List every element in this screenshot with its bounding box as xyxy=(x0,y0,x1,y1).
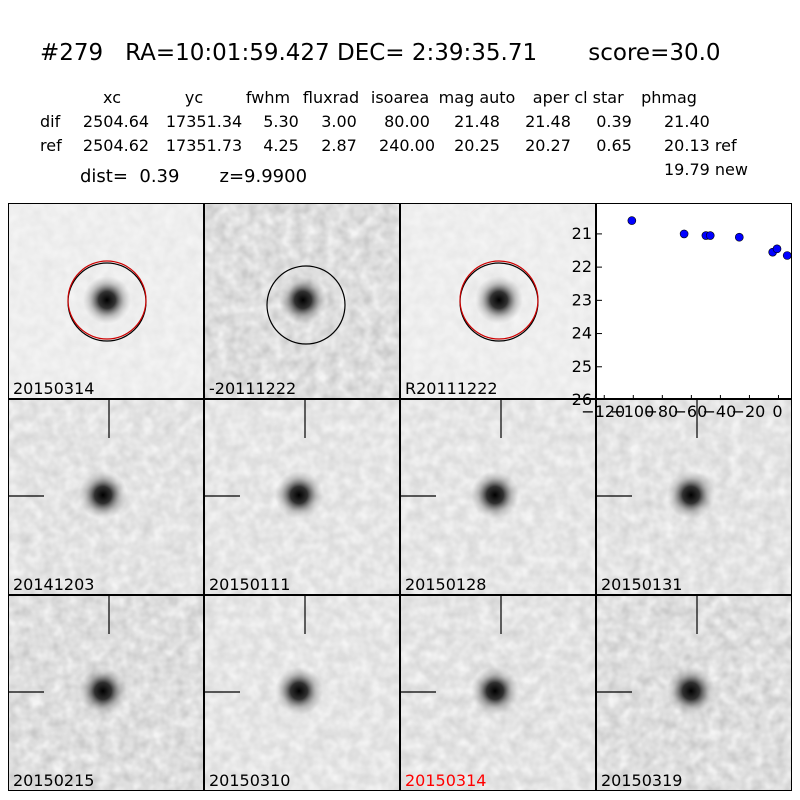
table-header: xc xyxy=(103,88,121,107)
table-cell: 2.87 xyxy=(321,136,357,155)
table-cell: 21.40 xyxy=(664,112,710,131)
star-source xyxy=(471,667,519,715)
dist-redshift-line: dist= 0.39 z=9.9900 xyxy=(80,166,308,187)
cutout-image xyxy=(205,400,399,594)
data-point xyxy=(782,251,791,260)
table-cell: 20.13 ref xyxy=(664,136,737,155)
table-cell: 80.00 xyxy=(384,112,430,131)
star-source xyxy=(79,471,127,519)
table-cell: 240.00 xyxy=(379,136,435,155)
table-cell: 0.39 xyxy=(596,112,632,131)
data-point xyxy=(772,244,782,254)
aperture-circle-red xyxy=(67,260,147,340)
star-source xyxy=(279,276,327,324)
star-source xyxy=(83,276,131,324)
cutout-image xyxy=(401,400,595,594)
cutout-image xyxy=(597,400,791,594)
data-point xyxy=(627,216,637,225)
new-mag-note: 19.79 new xyxy=(664,160,748,179)
table-header: phmag xyxy=(641,88,697,107)
table-cell: 21.48 xyxy=(454,112,500,131)
cutout-panel: 20150215 xyxy=(8,595,204,791)
star-source xyxy=(667,471,715,519)
aperture-circle xyxy=(266,265,346,345)
table-cell: 3.00 xyxy=(321,112,357,131)
cutout-image xyxy=(9,400,203,594)
star-source xyxy=(275,667,323,715)
table-cell: 2504.62 xyxy=(82,136,150,155)
table-cell: 20.25 xyxy=(454,136,500,155)
table-header: yc xyxy=(184,88,204,107)
page-title: #279 RA=10:01:59.427 DEC= 2:39:35.71 sco… xyxy=(40,40,721,66)
star-source xyxy=(475,276,523,324)
cutout-panel: 20150314 xyxy=(400,595,596,791)
table-cell: 2504.64 xyxy=(82,112,150,131)
table-cell: 17351.73 xyxy=(165,136,243,155)
star-source xyxy=(667,667,715,715)
table-header: cl star xyxy=(574,88,624,107)
cutout-image xyxy=(9,204,203,398)
date-label: 20150131 xyxy=(601,575,683,594)
cutout-image xyxy=(205,596,399,790)
date-label: 20150314 xyxy=(405,771,487,790)
table-header: mag auto xyxy=(438,88,516,107)
lightcurve-plot xyxy=(597,216,791,398)
data-point xyxy=(705,231,715,240)
star-source xyxy=(275,471,323,519)
cutout-panel: 20150128 xyxy=(400,399,596,595)
star-source xyxy=(471,471,519,519)
data-point xyxy=(734,232,744,242)
date-label: R20111222 xyxy=(405,379,498,398)
date-label: 20150128 xyxy=(405,575,487,594)
cutout-panel: R20111222 xyxy=(400,203,596,399)
cutout-panel: 20150111 xyxy=(204,399,400,595)
table-cell: 20.27 xyxy=(525,136,571,155)
table-header: aper xyxy=(532,88,570,107)
cutout-panel: 20141203 xyxy=(8,399,204,595)
table-cell: 4.25 xyxy=(263,136,299,155)
table-header: fluxrad xyxy=(302,88,360,107)
date-label: 20150319 xyxy=(601,771,683,790)
date-label: 20141203 xyxy=(13,575,95,594)
table-cell: 21.48 xyxy=(525,112,571,131)
table-cell: 0.65 xyxy=(596,136,632,155)
cutout-image xyxy=(597,596,791,790)
table-row-label: dif xyxy=(40,112,61,131)
lightcurve-chart xyxy=(596,203,792,399)
table-header: isoarea xyxy=(370,88,430,107)
date-label: 20150314 xyxy=(13,379,95,398)
table-cell: 5.30 xyxy=(263,112,299,131)
cutout-image xyxy=(205,204,399,398)
aperture-circle-red xyxy=(459,260,539,340)
table-row-label: ref xyxy=(40,136,62,155)
star-source xyxy=(79,667,127,715)
cutout-panel: 20150310 xyxy=(204,595,400,791)
date-label: 20150111 xyxy=(209,575,291,594)
date-label: 20150310 xyxy=(209,771,291,790)
table-cell: 17351.34 xyxy=(165,112,243,131)
table-header: fwhm xyxy=(245,88,291,107)
data-point xyxy=(679,229,689,239)
cutout-panel: -20111222 xyxy=(204,203,400,399)
date-label: 20150215 xyxy=(13,771,95,790)
date-label: -20111222 xyxy=(209,379,297,398)
cutout-image xyxy=(401,204,595,398)
cutout-panel: 20150314 xyxy=(8,203,204,399)
cutout-panel: 20150319 xyxy=(596,595,792,791)
cutout-image xyxy=(9,596,203,790)
cutout-image xyxy=(401,596,595,790)
cutout-panel: 20150131 xyxy=(596,399,792,595)
